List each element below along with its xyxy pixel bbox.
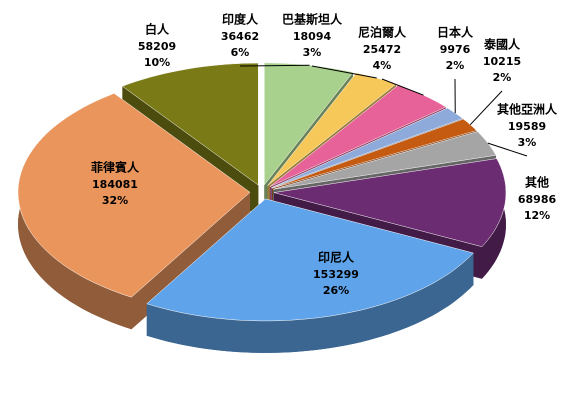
slice xyxy=(17,93,251,330)
slice-percent: 2% xyxy=(446,59,465,72)
slice-top xyxy=(272,118,478,189)
slice-top xyxy=(121,62,259,186)
slice-value: 10215 xyxy=(483,55,521,68)
leader-line xyxy=(469,90,503,126)
leader-line xyxy=(487,142,528,157)
slice-percent: 32% xyxy=(102,194,128,207)
leader-line xyxy=(239,64,310,67)
slice-rim xyxy=(146,253,474,353)
slice-name: 尼泊爾人 xyxy=(358,25,407,40)
slice-value: 153299 xyxy=(313,268,359,281)
slice-percent: 3% xyxy=(303,46,322,59)
slice-top xyxy=(17,93,251,298)
leader-line xyxy=(381,78,424,96)
slice-name: 菲律賓人 xyxy=(91,160,140,175)
slice-value: 184081 xyxy=(92,178,138,191)
slice-percent: 2% xyxy=(493,71,512,84)
slice-name: 其他 xyxy=(525,175,549,190)
slice-name: 巴基斯坦人 xyxy=(282,12,343,27)
slice-value: 18094 xyxy=(293,30,332,43)
slice-value: 19589 xyxy=(508,120,546,133)
slice-percent: 12% xyxy=(524,209,550,222)
slice-percent: 4% xyxy=(373,59,392,72)
slice-name: 其他亞洲人 xyxy=(497,102,558,117)
slice-name: 白人 xyxy=(145,22,170,37)
slice-name: 印尼人 xyxy=(318,250,355,265)
slice-name: 泰國人 xyxy=(483,37,521,52)
slice-name: 印度人 xyxy=(222,12,259,27)
slice-percent: 26% xyxy=(323,284,349,297)
slice-value: 58209 xyxy=(138,40,176,53)
slice-value: 68986 xyxy=(518,193,557,206)
slice-top xyxy=(273,131,497,190)
slice-top xyxy=(146,198,474,322)
slice-name: 日本人 xyxy=(437,25,474,40)
slice-value: 36462 xyxy=(221,30,259,43)
leader-line xyxy=(311,65,377,79)
slice-percent: 6% xyxy=(231,46,250,59)
slice-value: 9976 xyxy=(440,43,471,56)
slice-top xyxy=(273,158,507,247)
slice-value: 25472 xyxy=(363,43,401,56)
slice-percent: 3% xyxy=(518,136,537,149)
slice xyxy=(146,198,474,353)
slice-percent: 10% xyxy=(144,56,170,69)
